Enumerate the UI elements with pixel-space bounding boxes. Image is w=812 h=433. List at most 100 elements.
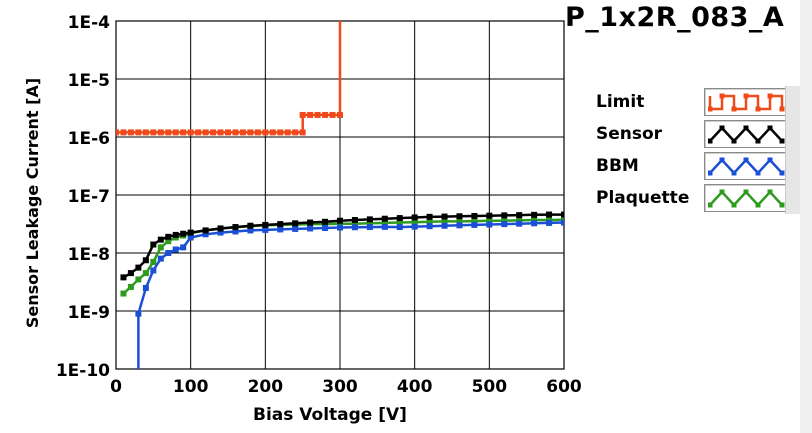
legend-item-plaquette[interactable]: Plaquette xyxy=(584,182,790,214)
data-point-bbm xyxy=(247,227,254,234)
legend-label: Sensor xyxy=(596,124,663,144)
data-point-limit xyxy=(127,129,134,136)
data-point-bbm xyxy=(292,225,299,232)
data-point-bbm xyxy=(426,223,433,230)
data-point-bbm xyxy=(157,255,164,262)
swatch-marker xyxy=(779,170,785,176)
swatch-marker xyxy=(708,106,713,112)
data-point-sensor xyxy=(322,218,329,225)
data-point-sensor xyxy=(351,217,358,224)
chart-legend: Limit Sensor BBM Plaquette xyxy=(584,86,790,214)
data-point-plaquette xyxy=(411,219,418,226)
legend-swatch-zigzag-icon[interactable] xyxy=(704,184,790,212)
swatch-marker xyxy=(708,202,713,208)
y-tick-label: 1E-9 xyxy=(68,303,110,323)
data-point-limit xyxy=(239,129,246,136)
data-point-bbm xyxy=(150,267,157,274)
swatch-marker xyxy=(779,202,785,208)
data-point-sensor xyxy=(142,257,149,264)
data-point-sensor xyxy=(426,213,433,220)
data-point-bbm xyxy=(456,222,463,229)
data-point-bbm xyxy=(546,219,553,226)
data-point-bbm xyxy=(351,224,358,231)
data-point-limit xyxy=(232,129,239,136)
data-point-sensor xyxy=(187,229,194,236)
swatch-marker xyxy=(755,202,761,208)
data-point-sensor xyxy=(337,217,343,224)
y-tick-label: 1E-10 xyxy=(56,361,110,381)
legend-swatch-square-wave-icon[interactable] xyxy=(704,88,790,116)
swatch-marker xyxy=(731,106,737,112)
swatch-marker xyxy=(708,138,713,144)
data-point-plaquette xyxy=(516,217,523,224)
data-point-bbm xyxy=(441,222,448,229)
data-point-bbm xyxy=(337,224,343,231)
data-point-bbm xyxy=(187,234,194,241)
data-point-bbm xyxy=(322,224,329,231)
window-edge xyxy=(800,0,812,433)
x-tick-label: 100 xyxy=(173,377,209,397)
legend-swatch-zigzag-icon[interactable] xyxy=(704,120,790,148)
data-point-bbm xyxy=(172,246,179,253)
data-point-plaquette xyxy=(441,218,448,225)
swatch-marker xyxy=(719,157,725,163)
data-point-plaquette xyxy=(165,238,172,245)
data-point-limit xyxy=(284,129,291,136)
swatch-marker xyxy=(767,125,773,131)
data-point-bbm xyxy=(501,221,508,228)
data-point-sensor xyxy=(157,236,164,243)
data-point-sensor xyxy=(366,216,373,223)
swatch-marker xyxy=(719,125,725,131)
legend-scrollbar[interactable] xyxy=(785,86,800,214)
data-point-plaquette xyxy=(142,270,149,277)
data-point-sensor xyxy=(217,225,224,232)
data-point-bbm xyxy=(217,229,224,236)
data-point-bbm xyxy=(486,221,493,228)
data-point-bbm xyxy=(277,226,284,233)
y-tick-label: 1E-6 xyxy=(68,129,110,149)
x-tick-label: 200 xyxy=(248,377,284,397)
data-point-sensor xyxy=(180,230,187,237)
series-line-bbm xyxy=(137,221,564,369)
data-point-bbm xyxy=(471,221,478,228)
data-point-sensor xyxy=(120,274,127,281)
data-point-limit xyxy=(217,129,224,136)
data-point-sensor xyxy=(232,224,239,231)
swatch-marker xyxy=(779,138,785,144)
x-tick-label: 500 xyxy=(472,377,508,397)
data-point-bbm xyxy=(142,284,149,291)
data-point-bbm xyxy=(180,244,187,251)
data-point-limit xyxy=(210,129,217,136)
data-point-limit xyxy=(254,129,261,136)
data-point-sensor xyxy=(165,233,172,240)
data-point-sensor xyxy=(262,221,269,228)
data-point-sensor xyxy=(172,231,179,238)
data-point-limit xyxy=(269,129,276,136)
swatch-marker xyxy=(767,157,773,163)
data-point-sensor xyxy=(381,215,388,222)
data-point-sensor xyxy=(561,211,564,218)
legend-item-limit[interactable]: Limit xyxy=(584,86,790,118)
data-point-limit xyxy=(322,111,329,118)
data-point-sensor xyxy=(531,211,538,218)
data-point-bbm xyxy=(561,219,564,226)
swatch-marker xyxy=(767,93,773,99)
swatch-marker xyxy=(755,170,761,176)
swatch-marker xyxy=(731,170,737,176)
legend-item-sensor[interactable]: Sensor xyxy=(584,118,790,150)
data-point-bbm xyxy=(165,250,172,256)
swatch-marker xyxy=(755,106,761,112)
legend-item-bbm[interactable]: BBM xyxy=(584,150,790,182)
data-point-limit xyxy=(292,129,299,136)
data-point-plaquette xyxy=(531,217,538,224)
legend-swatch-zigzag-icon[interactable] xyxy=(704,152,790,180)
data-point-plaquette xyxy=(351,220,358,227)
data-point-plaquette xyxy=(366,220,373,227)
data-point-sensor xyxy=(471,212,478,219)
data-point-plaquette xyxy=(486,217,493,224)
chart-title: P_1x2R_083_A xyxy=(565,2,785,33)
data-point-bbm xyxy=(396,224,403,231)
swatch-marker xyxy=(767,189,773,195)
